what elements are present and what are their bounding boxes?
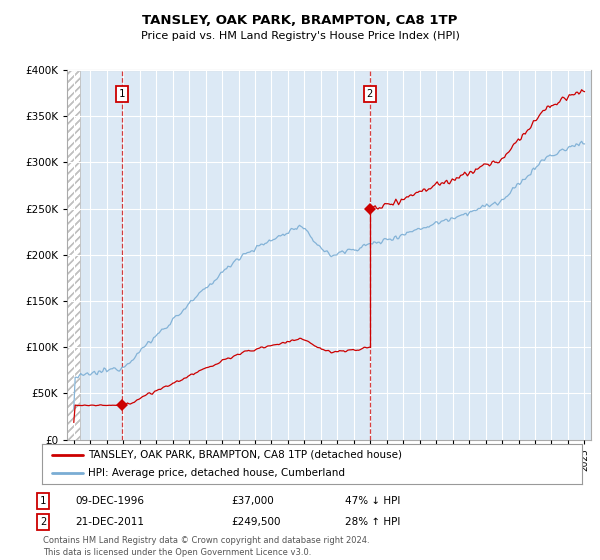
Text: £37,000: £37,000 [231, 496, 274, 506]
Text: 09-DEC-1996: 09-DEC-1996 [75, 496, 144, 506]
Text: HPI: Average price, detached house, Cumberland: HPI: Average price, detached house, Cumb… [88, 468, 345, 478]
Text: £249,500: £249,500 [231, 517, 281, 527]
Text: 21-DEC-2011: 21-DEC-2011 [75, 517, 144, 527]
Text: TANSLEY, OAK PARK, BRAMPTON, CA8 1TP (detached house): TANSLEY, OAK PARK, BRAMPTON, CA8 1TP (de… [88, 450, 402, 460]
Text: 47% ↓ HPI: 47% ↓ HPI [345, 496, 400, 506]
Text: TANSLEY, OAK PARK, BRAMPTON, CA8 1TP: TANSLEY, OAK PARK, BRAMPTON, CA8 1TP [142, 14, 458, 27]
Text: 2: 2 [367, 89, 373, 99]
Bar [67, 70, 80, 440]
Text: 2: 2 [40, 517, 46, 527]
Text: 28% ↑ HPI: 28% ↑ HPI [345, 517, 400, 527]
Text: Contains HM Land Registry data © Crown copyright and database right 2024.
This d: Contains HM Land Registry data © Crown c… [43, 536, 370, 557]
Text: 1: 1 [119, 89, 125, 99]
Text: Price paid vs. HM Land Registry's House Price Index (HPI): Price paid vs. HM Land Registry's House … [140, 31, 460, 41]
Text: 1: 1 [40, 496, 46, 506]
Bar [67, 70, 80, 440]
